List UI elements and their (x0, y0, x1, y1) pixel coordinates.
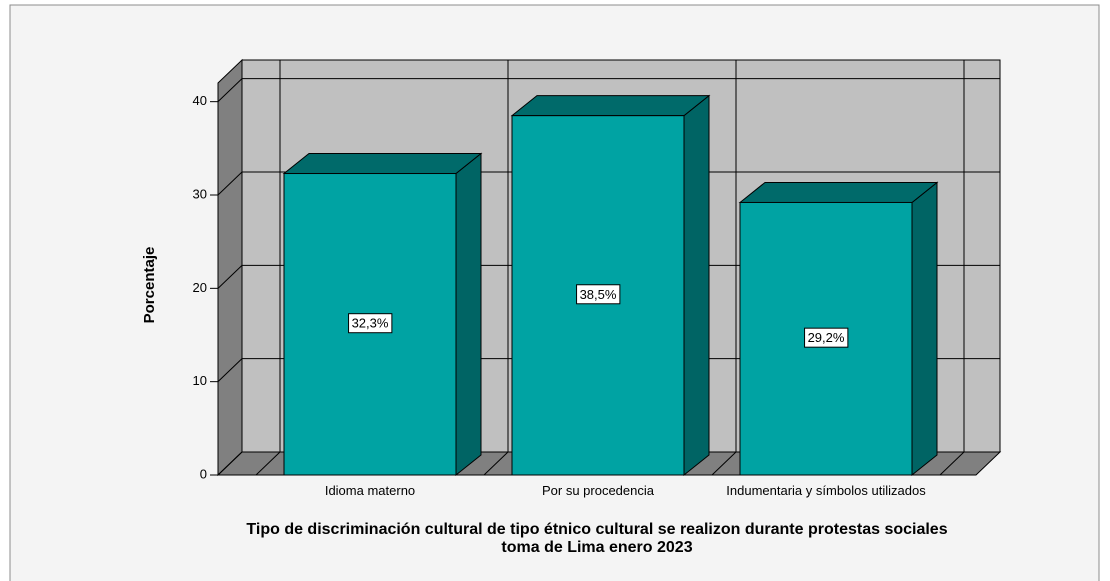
bar-side (455, 152, 482, 477)
x-tick-label: Idioma materno (325, 483, 415, 498)
bar-side (683, 94, 710, 477)
floor-divider (711, 451, 737, 476)
bar-top (282, 153, 483, 175)
bar-top (738, 181, 939, 203)
value-label-box (348, 313, 393, 334)
y-tick-label: 0 (200, 466, 207, 481)
bar-top (510, 95, 711, 117)
value-label: 38,5% (580, 287, 617, 302)
plot: 0 10 20 30 40 32,3% Idioma materno 38,5% Por su … (193, 58, 1002, 556)
y-tick-label: 20 (193, 280, 207, 295)
grid-line-side (217, 358, 243, 383)
y-tick-label: 30 (193, 186, 207, 201)
value-label: 32,3% (352, 316, 389, 331)
value-label: 29,2% (808, 330, 845, 345)
grid-line-side (217, 451, 243, 476)
y-tick-label: 40 (193, 93, 207, 108)
floor-divider (939, 451, 965, 476)
left-wall (217, 58, 243, 477)
y-axis-title: Porcentaje (141, 247, 158, 324)
x-tick-label: Indumentaria y símbolos utilizados (726, 483, 926, 498)
floor-divider (483, 451, 509, 476)
grid-line-side (217, 264, 243, 289)
x-tick-label: Por su procedencia (542, 483, 655, 498)
bar (511, 115, 685, 476)
value-label-box (804, 327, 849, 348)
bar-side (911, 181, 938, 477)
x-axis-title: Tipo de discriminación cultural de tipo … (246, 521, 947, 556)
grid-line-side (217, 78, 243, 103)
y-tick-label: 10 (193, 373, 207, 388)
value-label-box (576, 284, 621, 305)
floor-divider (255, 451, 281, 476)
grid-line-side (217, 171, 243, 196)
